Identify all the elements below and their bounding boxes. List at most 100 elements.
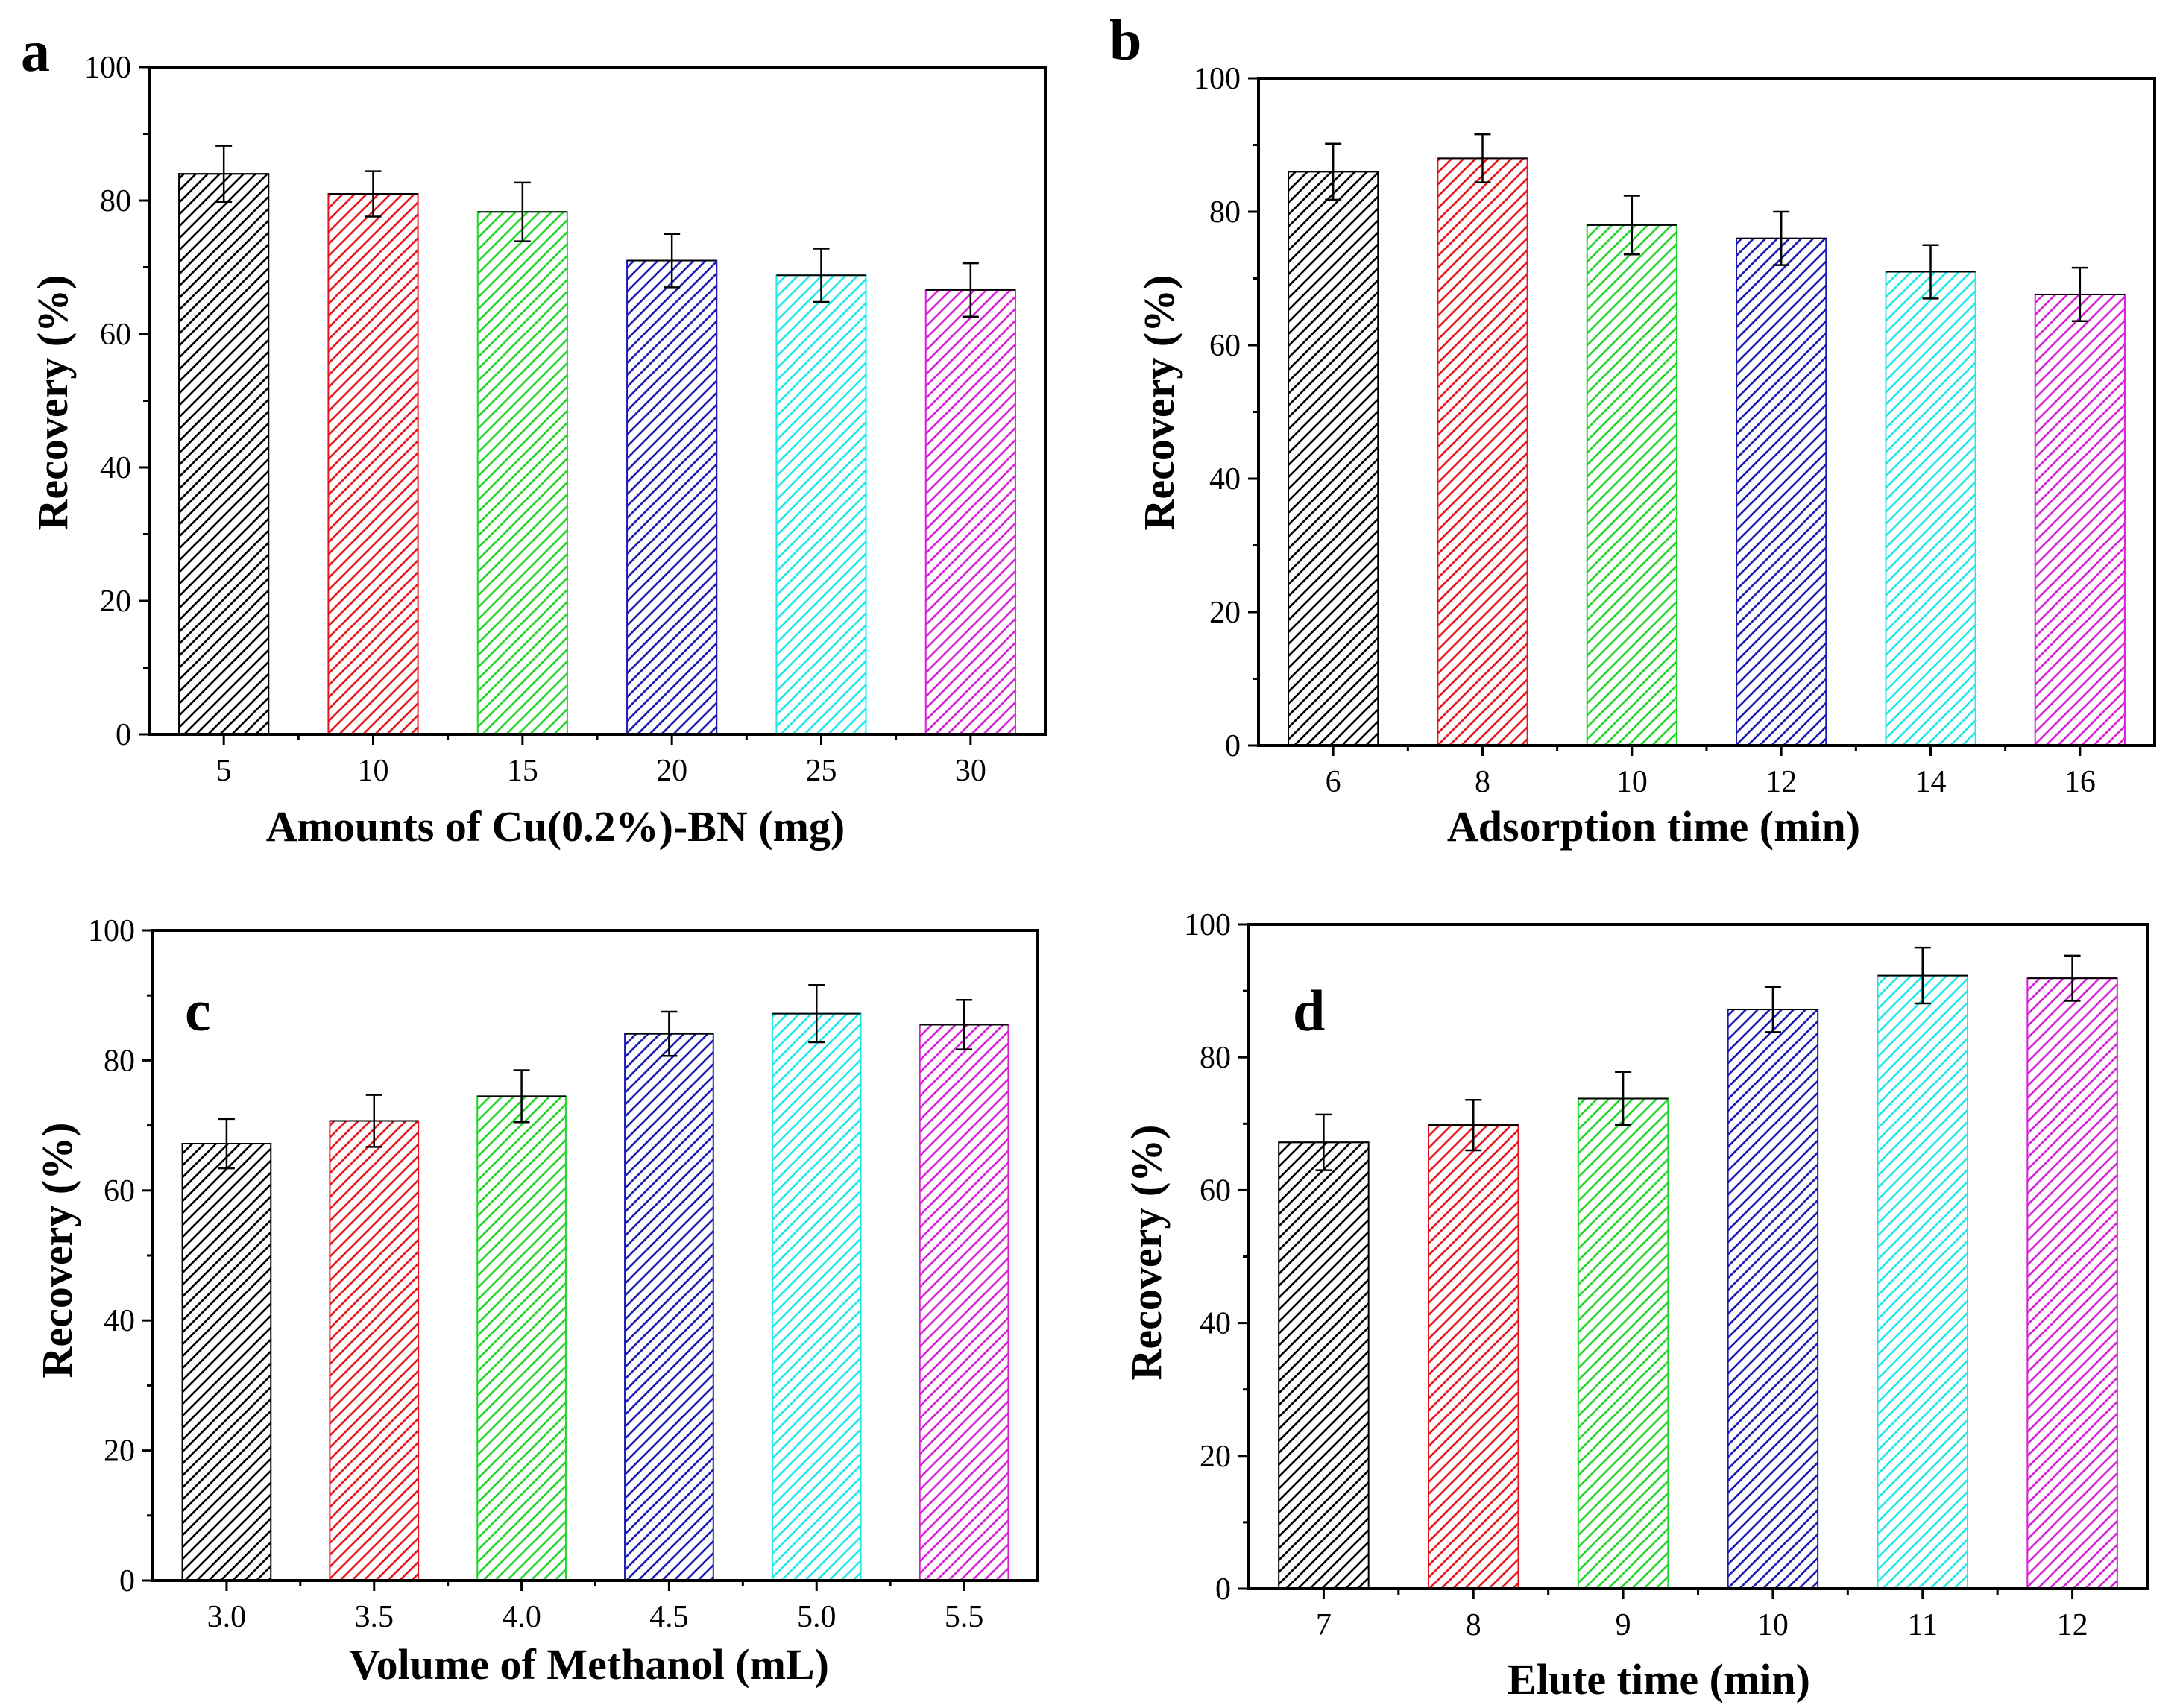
bar xyxy=(1727,1009,1819,1589)
x-tick-label: 8 xyxy=(1466,1608,1481,1642)
bar xyxy=(1586,224,1677,746)
x-tick-label: 10 xyxy=(358,754,389,788)
plot-area: 5 10 15 20 25 30 0 20 40 60 80 100 xyxy=(84,51,1047,788)
y-tick-label: 60 xyxy=(104,1174,135,1208)
y-tick-label: 0 xyxy=(1215,1572,1231,1607)
y-tick-label: 60 xyxy=(100,318,131,352)
error-bar xyxy=(1465,1098,1482,1152)
x-tick-label: 25 xyxy=(806,754,837,788)
y-tick-label: 100 xyxy=(1194,62,1241,96)
x-tick-label: 12 xyxy=(1765,765,1797,799)
error-bar xyxy=(1623,195,1640,256)
bar xyxy=(1278,1141,1370,1590)
error-bar xyxy=(218,1118,235,1170)
y-tick-label: 100 xyxy=(1184,908,1231,942)
panel-letter: c xyxy=(185,978,211,1043)
x-tick-label: 5.5 xyxy=(945,1600,984,1634)
y-tick-label: 80 xyxy=(1209,195,1241,230)
y-tick-label: 40 xyxy=(1200,1307,1231,1341)
bar xyxy=(1885,271,1976,746)
x-axis-title: Amounts of Cu(0.2%)-BN (mg) xyxy=(266,802,845,851)
x-tick-label: 10 xyxy=(1757,1608,1789,1642)
error-bar xyxy=(813,248,830,303)
bar xyxy=(1577,1097,1669,1589)
plot-area: 7 8 9 10 11 12 0 20 40 60 80 100 xyxy=(1184,908,2149,1642)
y-tick-label: 40 xyxy=(104,1304,135,1338)
error-bar xyxy=(1315,1113,1332,1171)
x-tick-label: 3.0 xyxy=(207,1600,247,1634)
x-tick-label: 3.5 xyxy=(355,1600,394,1634)
bar xyxy=(178,173,270,735)
y-tick-label: 20 xyxy=(104,1434,135,1469)
x-tick-label: 6 xyxy=(1326,765,1341,799)
x-axis-title: Adsorption time (min) xyxy=(1447,802,1860,851)
x-tick-label: 30 xyxy=(955,754,986,788)
plot-frame xyxy=(151,929,1039,1582)
panel-letter: a xyxy=(21,19,50,83)
y-tick-label: 60 xyxy=(1209,329,1241,363)
x-tick-label: 7 xyxy=(1316,1608,1332,1642)
bar xyxy=(771,1012,862,1581)
error-bar xyxy=(956,999,973,1050)
panel-letter: d xyxy=(1293,978,1325,1043)
panel-c: c 3.0 3.5 4.0 4.5 5.0 5.5 0 20 40 60 80 100 Volume … xyxy=(33,914,1039,1689)
y-tick-label: 0 xyxy=(1225,729,1241,763)
error-bar xyxy=(215,145,233,204)
error-bar xyxy=(513,1069,530,1124)
x-tick-label: 5 xyxy=(216,754,232,788)
bar xyxy=(1877,974,1968,1590)
error-bar xyxy=(1474,133,1491,183)
error-bar xyxy=(1922,244,1939,300)
bar xyxy=(1288,171,1379,747)
panel-b: b 6 8 10 12 14 16 0 20 40 60 80 100 Adsorption time… xyxy=(1109,7,2156,851)
x-axis-title: Elute time (min) xyxy=(1508,1655,1810,1704)
bar xyxy=(476,1095,567,1581)
y-tick-label: 20 xyxy=(100,584,131,619)
y-tick-label: 60 xyxy=(1200,1173,1231,1208)
error-bar xyxy=(1615,1071,1632,1126)
error-bar xyxy=(962,262,979,318)
error-bar xyxy=(365,1094,382,1148)
y-tick-label: 0 xyxy=(116,718,131,752)
error-bar xyxy=(808,983,825,1044)
x-tick-label: 11 xyxy=(1908,1608,1938,1642)
plot-frame xyxy=(1257,77,2156,747)
x-tick-label: 14 xyxy=(1915,765,1947,799)
y-tick-label: 20 xyxy=(1209,596,1241,630)
panel-a: a 5 10 15 20 25 30 0 20 40 60 80 100 Amounts of Cu(… xyxy=(21,19,1047,851)
x-tick-label: 12 xyxy=(2057,1608,2088,1642)
panel-letter: b xyxy=(1109,7,1141,72)
bar xyxy=(626,259,718,735)
error-bar xyxy=(1764,986,1781,1033)
error-bar xyxy=(365,170,382,218)
error-bar xyxy=(514,181,531,242)
plot-area: 6 8 10 12 14 16 0 20 40 60 80 100 xyxy=(1194,62,2156,799)
bar xyxy=(1736,237,1827,746)
x-tick-label: 10 xyxy=(1616,765,1648,799)
y-axis-title: Recovery (%) xyxy=(1135,275,1183,531)
error-bar xyxy=(2071,266,2088,323)
bar xyxy=(775,274,867,735)
bar xyxy=(476,211,568,735)
x-axis-title: Volume of Methanol (mL) xyxy=(349,1640,829,1689)
y-axis-title: Recovery (%) xyxy=(33,1123,81,1378)
bar xyxy=(1437,157,1528,746)
y-tick-label: 80 xyxy=(104,1044,135,1078)
plot-area: 3.0 3.5 4.0 4.5 5.0 5.5 0 20 40 60 80 100 xyxy=(88,914,1039,1634)
plot-frame xyxy=(1247,923,2149,1590)
bar xyxy=(624,1033,714,1581)
bar xyxy=(919,1024,1009,1581)
error-bar xyxy=(664,233,681,289)
x-tick-label: 9 xyxy=(1616,1608,1631,1642)
x-tick-label: 4.0 xyxy=(502,1600,541,1634)
y-tick-label: 40 xyxy=(1209,462,1241,497)
bar xyxy=(924,289,1016,735)
y-tick-label: 80 xyxy=(100,184,131,218)
bar xyxy=(181,1143,272,1581)
y-tick-label: 80 xyxy=(1200,1041,1231,1075)
y-axis-title: Recovery (%) xyxy=(28,275,77,531)
error-bar xyxy=(1773,210,1790,266)
bar xyxy=(2034,293,2126,747)
bar xyxy=(327,193,419,735)
error-bar xyxy=(1325,142,1342,201)
